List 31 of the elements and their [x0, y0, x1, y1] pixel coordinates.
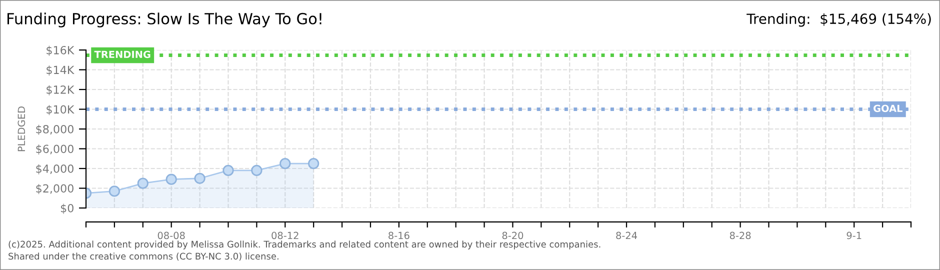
- point: [308, 158, 320, 170]
- y-tick-label: $10K: [46, 105, 74, 116]
- y-tick-label: $2,000: [36, 184, 74, 194]
- y-tick-label: $0: [60, 204, 74, 214]
- x-tick-label: 8-20: [502, 232, 524, 240]
- ref-line-label: TRENDING: [94, 50, 150, 58]
- x-tick-label: 8-24: [616, 232, 638, 240]
- y-tick-label: $4,000: [36, 164, 74, 174]
- chart-title: Funding Progress: Slow Is The Way To Go!: [8, 12, 322, 28]
- point: [280, 158, 291, 170]
- y-tick-label: $8,000: [36, 124, 74, 135]
- x-tick-label: 08-08: [158, 232, 185, 240]
- ref-line-label: GOAL: [874, 104, 902, 112]
- x-tick-label: 08-12: [272, 232, 298, 240]
- text: Trending: $15,469 (154%): [746, 13, 931, 27]
- y-tick-label: $16K: [46, 46, 74, 56]
- point: [194, 172, 206, 184]
- x-tick-label: 8-28: [730, 232, 751, 240]
- text: Shared under the creative commons (CC BY-NC 3.0) license.: [8, 252, 278, 261]
- point: [137, 178, 148, 189]
- x-tick-label: 9-1: [846, 232, 862, 240]
- point: [166, 174, 177, 185]
- y-tick-label: $12K: [46, 85, 74, 96]
- text: (c)2025. Additional content provided by Melissa Gollnik. Trademarks and related content are owned by their respective companies.: [8, 240, 600, 250]
- y-tick-label: $6,000: [36, 144, 74, 155]
- point: [222, 164, 234, 176]
- y-axis-title: PLEDGED: [18, 106, 26, 152]
- point: [251, 164, 262, 176]
- y-tick-label: $14K: [46, 66, 74, 76]
- x-tick-label: 8-16: [388, 232, 410, 240]
- point: [108, 186, 120, 197]
